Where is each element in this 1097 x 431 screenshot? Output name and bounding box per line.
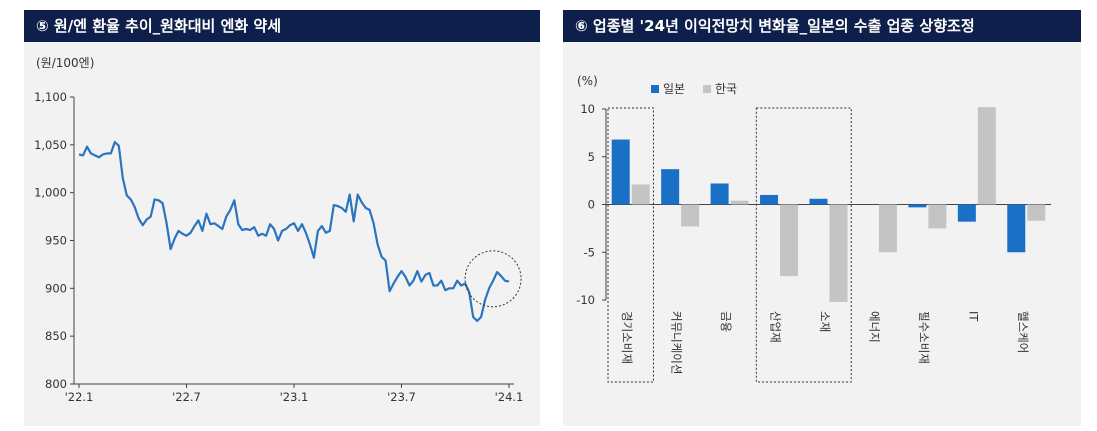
earnings-chart-title: ⑥ 업종별 '24년 이익전망치 변화율_일본의 수출 업종 상향조정 — [563, 10, 1081, 42]
bar-japan — [957, 204, 976, 222]
bar-korea — [878, 204, 897, 253]
earnings-bar-chart: 10 5 0 -5 -10 경기소비재 커뮤니케이션 금융 산업재 소재 에너지 필수소비재 IT 헬스케… — [576, 102, 1051, 383]
bar-japan — [908, 204, 927, 208]
earnings-chart-panel: ⑥ 업종별 '24년 이익전망치 변화율_일본의 수출 업종 상향조정 (%) … — [563, 10, 1081, 426]
y-tick-label: 1,100 — [34, 90, 67, 104]
highlight-box — [755, 107, 852, 383]
y-tick-label: -5 — [584, 245, 595, 259]
bar-japan — [1007, 204, 1026, 253]
bar-japan — [710, 183, 729, 205]
earnings-chart-unit: (%) — [577, 74, 598, 88]
category-label: IT — [966, 311, 980, 322]
fx-chart-title: ⑤ 원/엔 환율 추이_원화대비 엔화 약세 — [24, 10, 540, 42]
bar-korea — [829, 204, 848, 302]
category-label: 경기소비재 — [620, 311, 634, 364]
legend-japan: 일본 — [651, 80, 685, 97]
x-tick-label: '23.7 — [387, 390, 416, 404]
category-label: 헬스케어 — [1016, 311, 1030, 353]
legend-korea-swatch — [703, 84, 711, 93]
bar-korea — [1027, 204, 1046, 221]
legend-korea-label: 한국 — [715, 82, 738, 96]
legend-korea: 한국 — [703, 80, 737, 97]
legend-japan-swatch — [651, 84, 659, 93]
fx-rate-line — [78, 140, 510, 322]
bar-japan — [809, 198, 828, 205]
highlight-box — [607, 107, 654, 383]
x-tick-label: '23.1 — [280, 390, 309, 404]
category-label: 필수소비재 — [917, 311, 931, 364]
y-tick-label: 850 — [45, 329, 67, 343]
y-tick-label: 5 — [588, 150, 595, 164]
y-tick-label: 950 — [45, 234, 67, 248]
bar-japan — [661, 169, 680, 205]
bar-japan — [760, 194, 779, 205]
bar-korea — [681, 204, 700, 227]
x-tick-label: '24.1 — [495, 390, 524, 404]
bar-korea — [977, 107, 996, 205]
fx-chart-panel: ⑤ 원/엔 환율 추이_원화대비 엔화 약세 (원/100엔) 1,100 1,0… — [24, 10, 540, 426]
y-tick-label: 800 — [45, 377, 67, 391]
bar-korea — [928, 204, 947, 229]
category-label: 에너지 — [867, 311, 881, 343]
bar-korea — [730, 200, 749, 205]
category-label: 산업재 — [769, 311, 783, 343]
x-tick-label: '22.1 — [65, 390, 94, 404]
fx-chart-unit: (원/100엔) — [36, 56, 95, 70]
category-label: 금융 — [719, 311, 733, 332]
y-tick-label: 0 — [588, 198, 595, 212]
y-tick-label: -10 — [576, 293, 595, 307]
y-tick-label: 1,000 — [34, 186, 67, 200]
y-tick-label: 900 — [45, 281, 67, 295]
legend-japan-label: 일본 — [663, 82, 686, 96]
category-label: 소재 — [818, 311, 832, 332]
y-tick-label: 10 — [580, 102, 595, 116]
bar-korea — [631, 184, 650, 205]
y-tick-label: 1,050 — [34, 138, 67, 152]
fx-line-chart: 1,100 1,050 1,000 950 900 850 800'22.1 '22.7 '23… — [34, 90, 524, 404]
bar-japan — [611, 139, 630, 205]
bar-korea — [780, 204, 799, 277]
category-label: 커뮤니케이션 — [670, 311, 684, 374]
x-tick-label: '22.7 — [172, 390, 201, 404]
